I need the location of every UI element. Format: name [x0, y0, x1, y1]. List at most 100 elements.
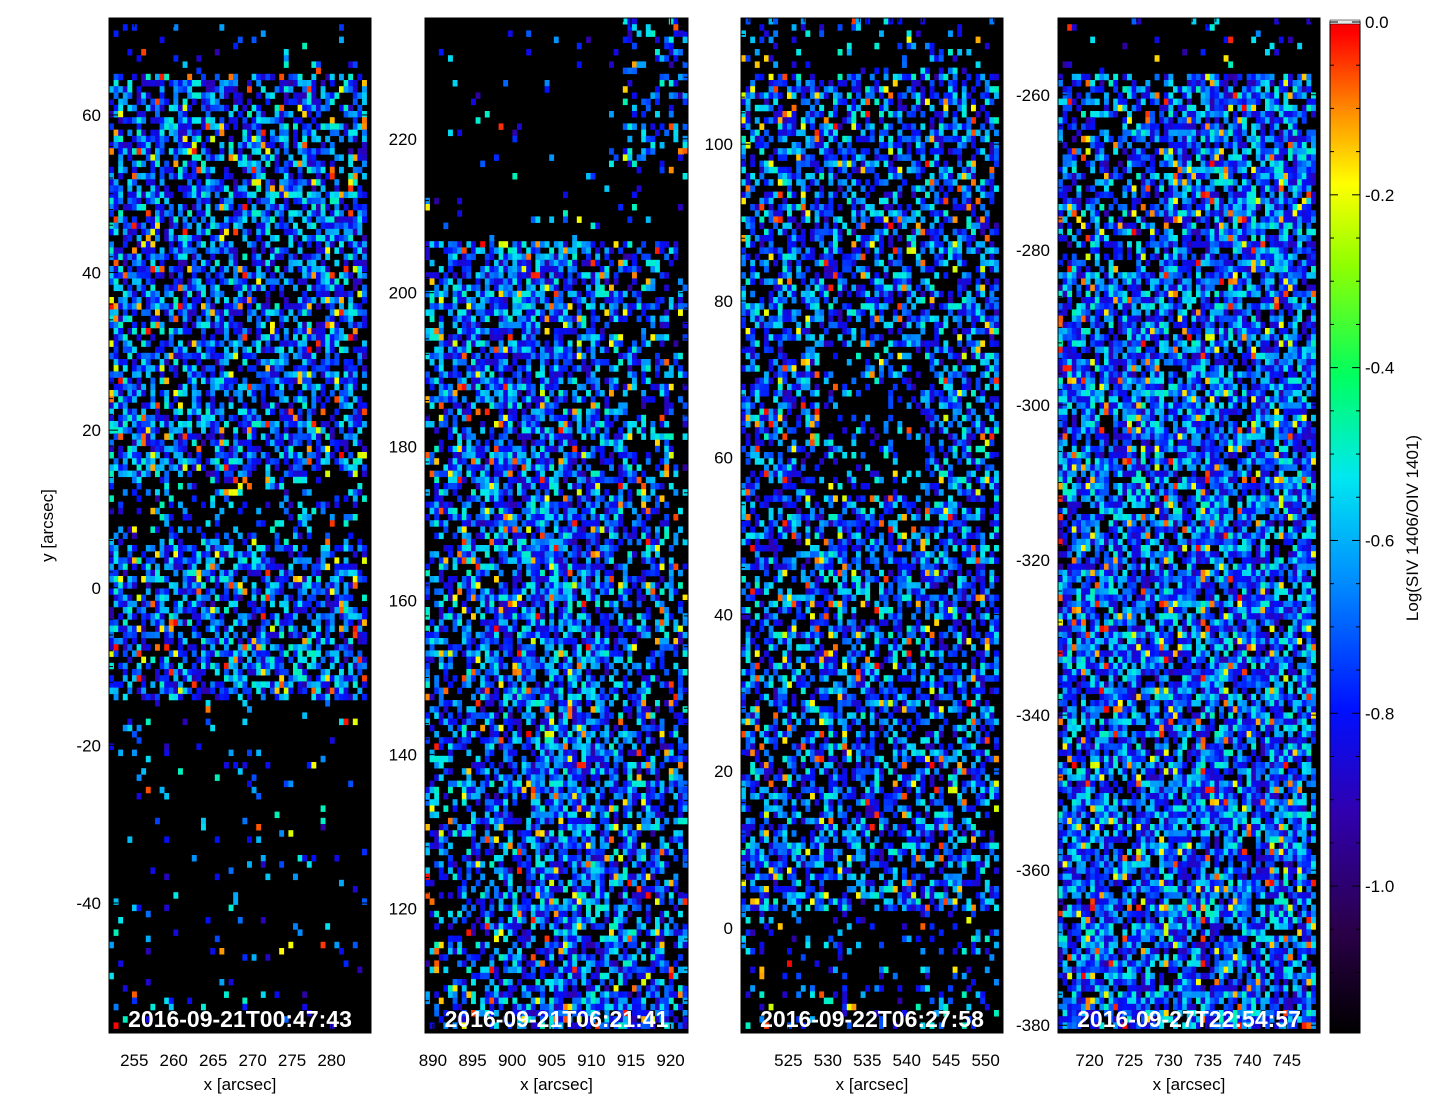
heatmap-cell: [183, 235, 188, 242]
heatmap-cell: [265, 316, 270, 323]
heatmap-cell: [353, 99, 358, 106]
heatmap-cell: [348, 316, 353, 323]
heatmap-cell: [302, 216, 307, 223]
heatmap-cell: [215, 353, 220, 360]
heatmap-cell: [137, 303, 142, 310]
heatmap-cell: [169, 204, 174, 211]
heatmap-cell: [210, 216, 215, 223]
heatmap-cell: [316, 266, 321, 273]
heatmap-cell: [298, 74, 303, 81]
heatmap-cell: [114, 80, 119, 87]
heatmap-cell: [127, 179, 132, 186]
heatmap-cell: [357, 105, 362, 112]
heatmap-cell: [141, 359, 146, 366]
heatmap-cell: [252, 179, 257, 186]
heatmap-cell: [357, 148, 362, 155]
heatmap-cell: [348, 309, 353, 316]
heatmap-cell: [118, 198, 123, 205]
heatmap-cell: [261, 111, 266, 118]
heatmap-cell: [160, 254, 165, 261]
heatmap-cell: [284, 49, 289, 56]
heatmap-cell: [265, 297, 270, 304]
heatmap-cell: [279, 130, 284, 137]
heatmap-cell: [160, 130, 165, 137]
heatmap-cell: [284, 198, 289, 205]
heatmap-cell: [256, 80, 261, 87]
heatmap-cell: [201, 105, 206, 112]
heatmap-cell: [288, 154, 293, 161]
heatmap-cell: [339, 241, 344, 248]
heatmap-cell: [233, 192, 238, 199]
heatmap-cell: [307, 179, 312, 186]
heatmap-cell: [224, 185, 229, 192]
heatmap-cell: [275, 235, 280, 242]
heatmap-cell: [192, 148, 197, 155]
heatmap-cell: [160, 117, 165, 124]
heatmap-cell: [298, 80, 303, 87]
heatmap-cell: [279, 86, 284, 93]
heatmap-cell: [265, 92, 270, 99]
heatmap-cell: [334, 353, 339, 360]
heatmap-cell: [169, 309, 174, 316]
heatmap-cell: [201, 322, 206, 329]
heatmap-cell: [132, 148, 137, 155]
heatmap-cell: [210, 179, 215, 186]
heatmap-cell: [206, 123, 211, 129]
heatmap-cell: [210, 285, 215, 292]
heatmap-cell: [164, 99, 169, 106]
heatmap-cell: [219, 179, 224, 186]
heatmap-cell: [169, 303, 174, 310]
heatmap-cell: [238, 99, 243, 106]
heatmap-cell: [353, 80, 358, 87]
heatmap-cell: [334, 334, 339, 341]
heatmap-cell: [279, 136, 284, 143]
heatmap-cell: [302, 359, 307, 366]
heatmap-cell: [123, 254, 128, 261]
heatmap-cell: [344, 309, 349, 316]
heatmap-cell: [275, 136, 280, 143]
heatmap-cell: [238, 328, 243, 335]
heatmap-cell: [155, 353, 160, 360]
heatmap-cell: [242, 216, 247, 223]
heatmap-cell: [109, 278, 114, 285]
heatmap-cell: [321, 86, 326, 93]
heatmap-cell: [270, 359, 275, 366]
heatmap-cell: [348, 235, 353, 242]
heatmap-cell: [270, 154, 275, 161]
heatmap-cell: [247, 229, 252, 236]
heatmap-cell: [155, 111, 160, 118]
heatmap-cell: [293, 353, 298, 360]
heatmap-cell: [192, 136, 197, 143]
heatmap-cell: [298, 167, 303, 174]
heatmap-cell: [224, 105, 229, 112]
heatmap-cell: [132, 247, 137, 254]
heatmap-cell: [137, 278, 142, 285]
heatmap-cell: [187, 241, 192, 248]
heatmap-cell: [275, 117, 280, 124]
heatmap-cell: [229, 142, 234, 149]
heatmap-cell: [242, 154, 247, 161]
heatmap-cell: [164, 123, 169, 129]
heatmap-cell: [196, 80, 201, 87]
heatmap-cell: [137, 117, 142, 124]
heatmap-cell: [256, 235, 261, 242]
heatmap-cell: [196, 353, 201, 360]
heatmap-cell: [275, 105, 280, 112]
heatmap-cell: [183, 353, 188, 360]
heatmap-cell: [178, 105, 183, 112]
heatmap-cell: [210, 241, 215, 248]
heatmap-cell: [302, 254, 307, 261]
heatmap-cell: [284, 142, 289, 149]
heatmap-cell: [238, 37, 243, 44]
heatmap-cell: [325, 347, 330, 354]
heatmap-cell: [357, 229, 362, 236]
heatmap-cell: [137, 272, 142, 279]
heatmap-cell: [265, 142, 270, 149]
heatmap-cell: [311, 285, 316, 292]
heatmap-cell: [252, 74, 257, 81]
heatmap-cell: [201, 229, 206, 236]
heatmap-cell: [141, 328, 146, 335]
heatmap-cell: [247, 198, 252, 205]
heatmap-cell: [288, 309, 293, 316]
heatmap-cell: [247, 130, 252, 137]
